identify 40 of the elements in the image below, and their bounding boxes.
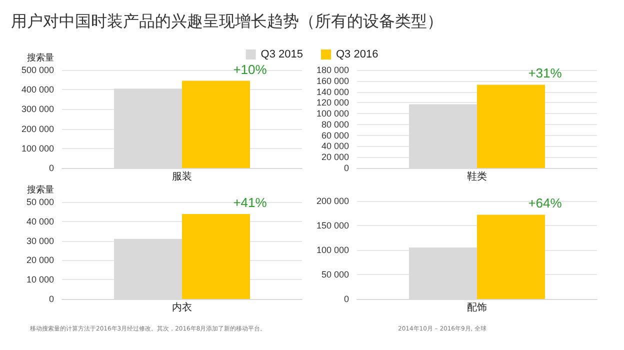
y-tick-label: 140 000 — [316, 86, 349, 97]
legend-label: Q3 2016 — [336, 48, 378, 60]
y-tick-label: 100 000 — [316, 245, 349, 255]
y-tick-label: 200 000 — [21, 124, 54, 134]
annotation: +10% — [233, 62, 268, 77]
x-tick-label: 服装 — [172, 170, 192, 182]
x-tick-label: 内衣 — [172, 302, 192, 314]
annotation: +41% — [233, 195, 268, 210]
y-tick-label: 50 000 — [321, 270, 349, 280]
y-tick-label: 0 — [48, 294, 54, 304]
y-tick-label: 500 000 — [21, 65, 54, 75]
y-tick-label: 50 000 — [26, 197, 54, 207]
y-tick-label: 0 — [344, 163, 349, 173]
y-tick-label: 40 000 — [321, 141, 349, 152]
y-tick-label: 100 000 — [21, 143, 54, 154]
y-tick-label: 150 000 — [316, 220, 349, 230]
y-tick-label: 10 000 — [26, 274, 54, 285]
annotation: +64% — [528, 196, 562, 211]
y-tick-label: 30 000 — [26, 236, 54, 246]
y-tick-label: 120 000 — [316, 98, 349, 108]
y-tick-label: 20 000 — [26, 255, 54, 266]
y-tick-label: 180 000 — [316, 65, 349, 75]
legend-label: Q3 2015 — [260, 48, 303, 60]
y-tick-label: 400 000 — [21, 84, 54, 95]
annotation: +31% — [528, 66, 562, 81]
y-tick-label: 160 000 — [316, 76, 349, 86]
y-tick-label: 300 000 — [21, 104, 54, 114]
x-tick-label: 鞋类 — [467, 170, 487, 182]
y-axis-title: 搜索量 — [27, 52, 54, 62]
y-tick-label: 0 — [48, 163, 54, 173]
y-tick-label: 80 000 — [321, 119, 349, 130]
y-tick-label: 200 000 — [316, 196, 349, 206]
x-tick-label: 配饰 — [467, 302, 487, 314]
y-tick-label: 60 000 — [321, 130, 349, 140]
chart-title: 用户对中国时装产品的兴趣呈现增长趋势（所有的设备类型） — [11, 12, 443, 30]
y-tick-label: 20 000 — [321, 152, 349, 162]
y-axis-title: 搜索量 — [27, 184, 54, 194]
y-tick-label: 0 — [344, 294, 349, 304]
y-tick-label: 40 000 — [26, 216, 54, 226]
y-tick-label: 100 000 — [316, 108, 349, 119]
